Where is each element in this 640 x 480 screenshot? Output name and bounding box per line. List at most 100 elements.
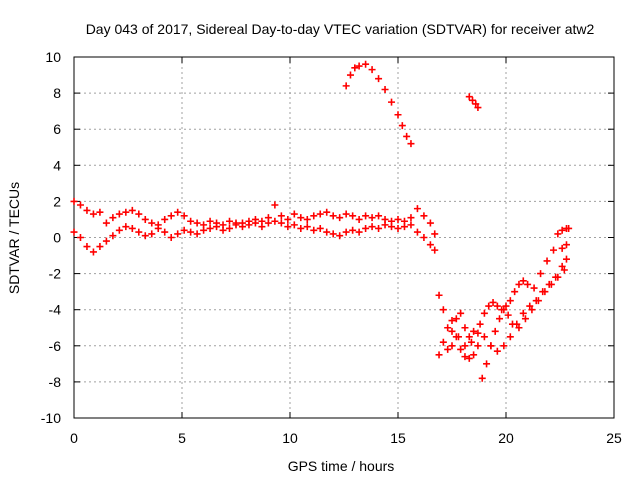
- data-point: [407, 221, 415, 229]
- data-point: [483, 360, 491, 368]
- series-7: [554, 224, 573, 252]
- data-point: [238, 219, 246, 227]
- data-point: [452, 315, 460, 323]
- data-point: [528, 306, 536, 314]
- data-point: [381, 215, 389, 223]
- x-axis: 0 5 10 15 20 25: [70, 57, 622, 446]
- data-point: [128, 206, 136, 214]
- data-point: [515, 280, 523, 288]
- y-tick-label: 4: [53, 157, 61, 173]
- series-6: [448, 255, 570, 355]
- data-point: [502, 302, 510, 310]
- data-point: [284, 215, 292, 223]
- data-point: [70, 197, 78, 205]
- data-point: [89, 210, 97, 218]
- data-point: [277, 219, 285, 227]
- data-point: [470, 351, 478, 359]
- data-points: [70, 60, 573, 382]
- data-point: [413, 205, 421, 213]
- data-point: [368, 214, 376, 222]
- data-point: [187, 228, 195, 236]
- data-point: [493, 302, 501, 310]
- data-point: [219, 221, 227, 229]
- chart-title: Day 043 of 2017, Sidereal Day-to-day VTE…: [86, 21, 595, 37]
- data-point: [526, 302, 534, 310]
- data-point: [496, 315, 504, 323]
- y-axis: -10 -8 -6 -4 -2 0 2 4 6 8 10: [41, 49, 614, 426]
- data-point: [251, 215, 259, 223]
- data-point: [342, 210, 350, 218]
- data-point: [515, 324, 523, 332]
- data-point: [362, 224, 370, 232]
- y-tick-label: 2: [53, 193, 61, 209]
- data-point: [277, 212, 285, 220]
- data-point: [467, 338, 475, 346]
- data-point: [487, 342, 495, 350]
- data-point: [493, 347, 501, 355]
- data-point: [115, 210, 123, 218]
- data-point: [394, 215, 402, 223]
- data-point: [303, 223, 311, 231]
- data-point: [193, 219, 201, 227]
- data-point: [355, 215, 363, 223]
- data-point: [439, 338, 447, 346]
- data-point: [413, 228, 421, 236]
- data-point: [375, 212, 383, 220]
- data-point: [519, 309, 527, 317]
- data-point: [271, 201, 279, 209]
- series-1: [70, 197, 439, 238]
- data-point: [70, 228, 78, 236]
- data-point: [297, 224, 305, 232]
- data-point: [454, 333, 462, 341]
- data-point: [148, 230, 156, 238]
- data-point: [310, 226, 318, 234]
- data-point: [154, 221, 162, 229]
- data-point: [461, 324, 469, 332]
- data-point: [349, 226, 357, 234]
- series-0: [70, 217, 439, 256]
- data-point: [469, 96, 477, 104]
- data-point: [271, 217, 279, 225]
- data-point: [543, 257, 551, 265]
- data-point: [355, 62, 363, 70]
- data-point: [511, 288, 519, 296]
- data-point: [96, 243, 104, 251]
- data-point: [560, 266, 568, 274]
- data-point: [558, 244, 566, 252]
- data-point: [470, 327, 478, 335]
- data-point: [362, 212, 370, 220]
- data-point: [355, 228, 363, 236]
- data-point: [465, 93, 473, 101]
- data-point: [180, 226, 188, 234]
- data-point: [141, 215, 149, 223]
- data-point: [148, 219, 156, 227]
- data-point: [122, 223, 130, 231]
- y-tick-label: -6: [49, 338, 62, 354]
- data-point: [200, 221, 208, 229]
- data-point: [394, 224, 402, 232]
- data-point: [193, 230, 201, 238]
- data-point: [362, 60, 370, 68]
- data-point: [558, 226, 566, 234]
- data-point: [485, 302, 493, 310]
- series-3: [465, 93, 482, 112]
- data-point: [336, 232, 344, 240]
- series-2: [342, 60, 415, 148]
- data-point: [444, 345, 452, 353]
- data-point: [167, 234, 175, 241]
- data-point: [431, 230, 439, 238]
- data-point: [480, 309, 488, 317]
- x-tick-label: 10: [282, 430, 298, 446]
- data-point: [141, 232, 149, 240]
- data-point: [562, 255, 570, 263]
- data-point: [545, 280, 553, 288]
- data-point: [109, 232, 117, 240]
- data-point: [439, 306, 447, 314]
- data-point: [316, 210, 324, 218]
- x-tick-label: 25: [606, 430, 622, 446]
- data-point: [323, 228, 331, 236]
- data-point: [342, 228, 350, 236]
- data-point: [420, 234, 428, 241]
- data-point: [290, 221, 298, 229]
- data-point: [342, 82, 350, 90]
